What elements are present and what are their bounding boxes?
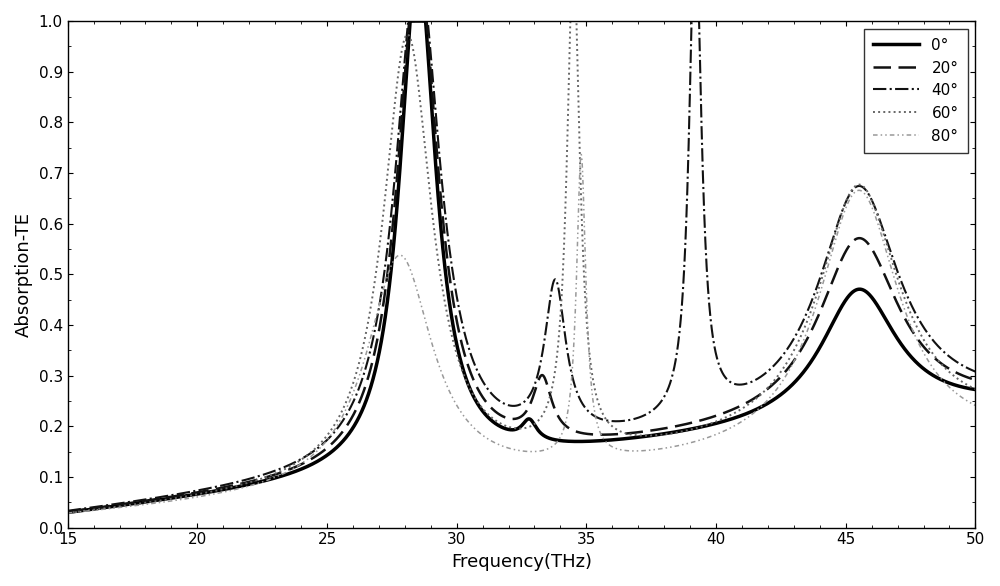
80° — [62, 509, 74, 516]
20° — [606, 431, 618, 438]
0° — [739, 411, 751, 418]
20° — [652, 426, 664, 433]
0° — [409, 18, 421, 25]
Line: 20°: 20° — [68, 21, 975, 512]
40° — [652, 401, 664, 408]
80° — [739, 416, 751, 423]
Legend: 0°, 20°, 40°, 60°, 80°: 0°, 20°, 40°, 60°, 80° — [864, 29, 968, 153]
20° — [739, 400, 751, 407]
40° — [409, 18, 421, 25]
80° — [575, 151, 587, 158]
20° — [403, 18, 415, 25]
20° — [969, 376, 981, 383]
40° — [739, 380, 751, 387]
80° — [606, 443, 618, 450]
0° — [969, 386, 981, 393]
40° — [969, 368, 981, 375]
Line: 40°: 40° — [68, 21, 975, 511]
40° — [808, 291, 820, 298]
0° — [404, 18, 416, 25]
80° — [227, 486, 239, 493]
Y-axis label: Absorption-TE: Absorption-TE — [15, 212, 33, 337]
Line: 80°: 80° — [68, 155, 975, 513]
80° — [808, 308, 820, 315]
60° — [227, 483, 239, 490]
60° — [969, 386, 981, 393]
40° — [606, 418, 618, 425]
60° — [564, 18, 576, 25]
0° — [808, 353, 820, 360]
80° — [652, 445, 664, 452]
X-axis label: Frequency(THz): Frequency(THz) — [451, 553, 592, 571]
60° — [62, 509, 74, 516]
20° — [808, 322, 820, 329]
0° — [652, 431, 664, 438]
20° — [62, 508, 74, 515]
60° — [652, 431, 664, 438]
Line: 0°: 0° — [68, 21, 975, 512]
60° — [606, 423, 618, 430]
80° — [408, 278, 420, 285]
20° — [409, 18, 421, 25]
80° — [969, 402, 981, 409]
40° — [62, 507, 74, 515]
0° — [606, 437, 618, 444]
0° — [227, 484, 239, 491]
20° — [227, 482, 239, 489]
0° — [62, 509, 74, 516]
Line: 60°: 60° — [68, 21, 975, 513]
60° — [739, 403, 751, 410]
40° — [227, 479, 239, 486]
60° — [808, 299, 820, 306]
60° — [408, 54, 420, 61]
40° — [402, 18, 414, 25]
